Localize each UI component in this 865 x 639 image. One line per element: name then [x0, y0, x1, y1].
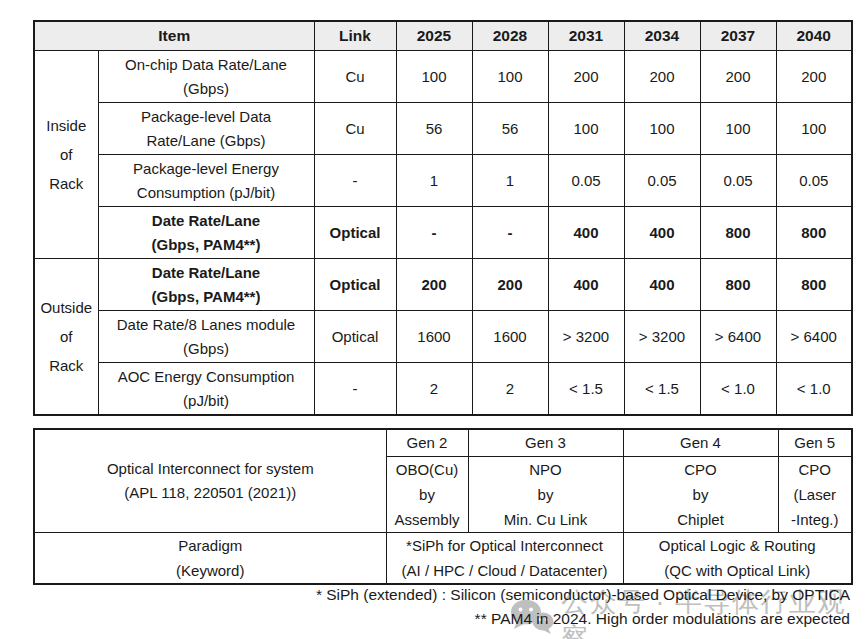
gen-header: Gen 5: [778, 429, 852, 457]
gen-header: Gen 4: [623, 429, 778, 457]
value-cell: 1: [472, 155, 548, 207]
footnote-pam4: ** PAM4 in 2024. High order modulations …: [316, 607, 850, 631]
col-header-year: 2025: [396, 21, 472, 51]
link-cell: Optical: [314, 259, 396, 311]
item-cell: Package-level Energy Consumption (pJ/bit…: [98, 155, 314, 207]
item-cell: Date Rate/Lane (Gbps, PAM4**): [98, 207, 314, 259]
link-cell: Optical: [314, 207, 396, 259]
link-cell: Cu: [314, 51, 396, 103]
value-cell: -: [396, 207, 472, 259]
value-cell: > 6400: [700, 311, 776, 363]
gen-header: Gen 3: [468, 429, 623, 457]
value-cell: 100: [776, 103, 852, 155]
value-cell: 400: [548, 259, 624, 311]
table-row: Package-level Data Rate/Lane (Gbps) Cu 5…: [34, 103, 852, 155]
rack-group-label-inside: Inside of Rack: [34, 51, 98, 259]
col-header-year: 2031: [548, 21, 624, 51]
col-header-year: 2040: [776, 21, 852, 51]
value-cell: 400: [624, 207, 700, 259]
item-cell: On-chip Data Rate/Lane (Gbps): [98, 51, 314, 103]
table-row: Inside of Rack On-chip Data Rate/Lane (G…: [34, 51, 852, 103]
col-header-item: Item: [34, 21, 314, 51]
value-cell: > 3200: [548, 311, 624, 363]
value-cell: 56: [472, 103, 548, 155]
col-header-year: 2034: [624, 21, 700, 51]
value-cell: 800: [776, 207, 852, 259]
value-cell: 56: [396, 103, 472, 155]
gen-detail-cell: NPO by Min. Cu Link: [468, 457, 623, 533]
col-header-year: 2028: [472, 21, 548, 51]
roadmap-table: Item Link 2025 2028 2031 2034 2037 2040 …: [33, 20, 853, 416]
link-cell: Cu: [314, 103, 396, 155]
value-cell: 1: [396, 155, 472, 207]
value-cell: 400: [548, 207, 624, 259]
link-cell: -: [314, 363, 396, 416]
value-cell: 0.05: [624, 155, 700, 207]
value-cell: 800: [700, 259, 776, 311]
footnotes: * SiPh (extended) : Silicon (semiconduct…: [316, 583, 850, 631]
table-row: Date Rate/8 Lanes module (Gbps) Optical …: [34, 311, 852, 363]
col-header-year: 2037: [700, 21, 776, 51]
paradigm-siph-cell: *SiPh for Optical Interconnect (AI / HPC…: [386, 533, 623, 585]
col-header-link: Link: [314, 21, 396, 51]
item-cell: Date Rate/Lane (Gbps, PAM4**): [98, 259, 314, 311]
value-cell: -: [472, 207, 548, 259]
table-row: AOC Energy Consumption (pJ/bit) - 2 2 < …: [34, 363, 852, 416]
value-cell: 200: [776, 51, 852, 103]
value-cell: 1600: [472, 311, 548, 363]
footnote-siph: * SiPh (extended) : Silicon (semiconduct…: [316, 583, 850, 607]
value-cell: > 3200: [624, 311, 700, 363]
table-row: Date Rate/Lane (Gbps, PAM4**) Optical - …: [34, 207, 852, 259]
item-cell: Date Rate/8 Lanes module (Gbps): [98, 311, 314, 363]
link-cell: -: [314, 155, 396, 207]
value-cell: 200: [700, 51, 776, 103]
value-cell: 100: [700, 103, 776, 155]
value-cell: 800: [700, 207, 776, 259]
value-cell: 100: [396, 51, 472, 103]
value-cell: 0.05: [776, 155, 852, 207]
value-cell: < 1.0: [776, 363, 852, 416]
value-cell: 200: [472, 259, 548, 311]
value-cell: 2: [396, 363, 472, 416]
value-cell: 100: [548, 103, 624, 155]
table-row: Optical Interconnect for system (APL 118…: [34, 429, 852, 457]
paradigm-label-cell: Paradigm (Keyword): [34, 533, 386, 585]
item-cell: AOC Energy Consumption (pJ/bit): [98, 363, 314, 416]
paradigm-optical-logic-cell: Optical Logic & Routing (QC with Optical…: [623, 533, 852, 585]
value-cell: < 1.5: [548, 363, 624, 416]
item-cell: Package-level Data Rate/Lane (Gbps): [98, 103, 314, 155]
gen-header: Gen 2: [386, 429, 468, 457]
gen-table-title: Optical Interconnect for system (APL 118…: [34, 429, 386, 533]
header-row: Item Link 2025 2028 2031 2034 2037 2040: [34, 21, 852, 51]
value-cell: 100: [472, 51, 548, 103]
table-row: Paradigm (Keyword) *SiPh for Optical Int…: [34, 533, 852, 585]
value-cell: 100: [624, 103, 700, 155]
generation-table: Optical Interconnect for system (APL 118…: [33, 428, 853, 585]
value-cell: 200: [624, 51, 700, 103]
value-cell: 0.05: [700, 155, 776, 207]
gen-detail-cell: OBO(Cu) by Assembly: [386, 457, 468, 533]
value-cell: > 6400: [776, 311, 852, 363]
value-cell: 400: [624, 259, 700, 311]
rack-group-label-outside: Outside of Rack: [34, 259, 98, 416]
gen-detail-cell: CPO (Laser -Integ.): [778, 457, 852, 533]
value-cell: < 1.0: [700, 363, 776, 416]
table-row: Package-level Energy Consumption (pJ/bit…: [34, 155, 852, 207]
value-cell: 2: [472, 363, 548, 416]
value-cell: 800: [776, 259, 852, 311]
value-cell: 1600: [396, 311, 472, 363]
gen-detail-cell: CPO by Chiplet: [623, 457, 778, 533]
page: Item Link 2025 2028 2031 2034 2037 2040 …: [0, 0, 865, 639]
link-cell: Optical: [314, 311, 396, 363]
value-cell: < 1.5: [624, 363, 700, 416]
value-cell: 200: [548, 51, 624, 103]
table-row: Outside of Rack Date Rate/Lane (Gbps, PA…: [34, 259, 852, 311]
value-cell: 0.05: [548, 155, 624, 207]
value-cell: 200: [396, 259, 472, 311]
